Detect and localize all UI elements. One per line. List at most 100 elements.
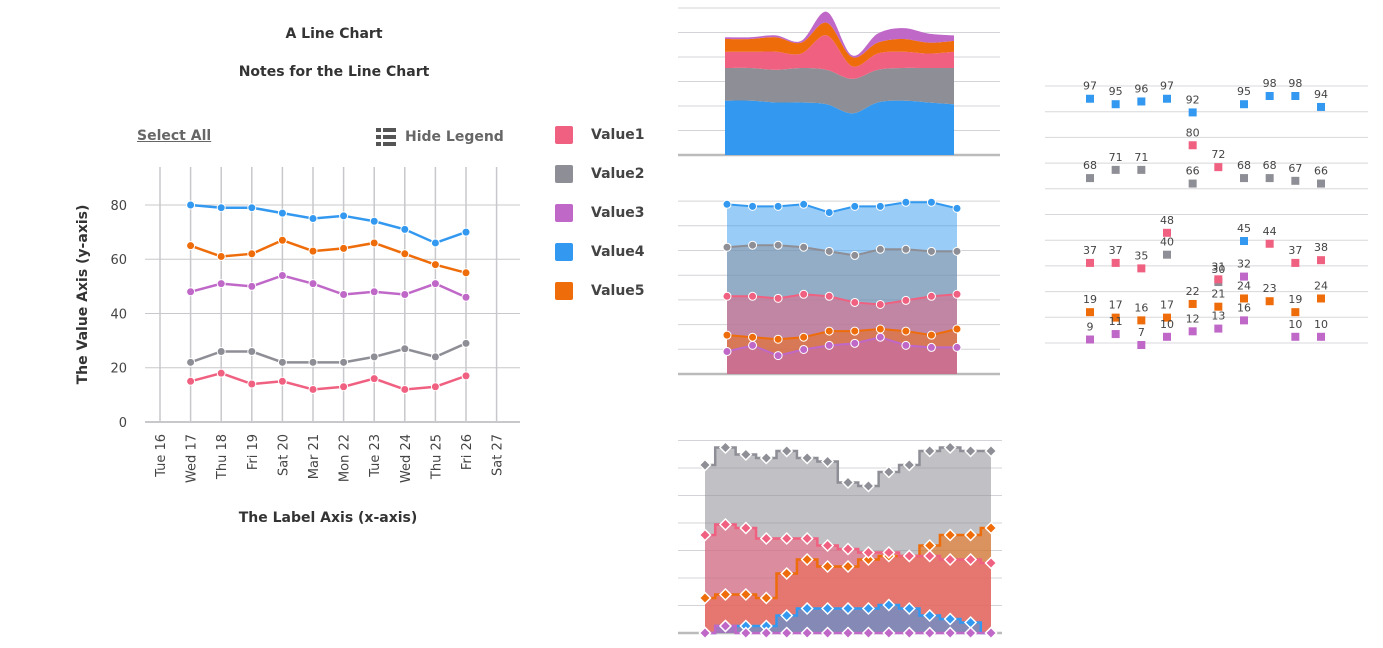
diamond-marker — [800, 451, 814, 465]
legend-item-value3[interactable]: Value3 — [555, 194, 645, 233]
data-point — [799, 332, 809, 342]
data-point — [926, 291, 936, 301]
data-point — [748, 332, 758, 342]
data-label: 92 — [1186, 93, 1200, 106]
data-point — [824, 340, 834, 350]
data-label: 66 — [1186, 165, 1200, 178]
data-label: 9 — [1087, 321, 1094, 334]
data-label: 17 — [1109, 299, 1123, 312]
data-point — [952, 342, 962, 352]
data-point — [722, 242, 732, 252]
data-label: 71 — [1109, 151, 1123, 164]
series-line-value3 — [190, 274, 467, 299]
legend-item-value5[interactable]: Value5 — [555, 271, 645, 310]
square-marker — [1086, 335, 1094, 344]
square-marker — [1317, 179, 1325, 188]
legend-label: Value2 — [591, 166, 645, 183]
hide-legend-button[interactable]: Hide Legend — [376, 127, 504, 147]
data-point — [875, 299, 885, 309]
data-label: 38 — [1314, 241, 1328, 254]
data-point — [824, 291, 834, 301]
data-point — [461, 268, 471, 278]
data-point — [799, 344, 809, 354]
legend-label: Value4 — [591, 243, 645, 260]
data-label: 10 — [1314, 318, 1328, 331]
x-tick-label: Fri 19 — [246, 434, 261, 470]
area-value4 — [725, 100, 954, 155]
data-point — [773, 334, 783, 344]
square-marker — [1188, 179, 1197, 188]
data-point — [339, 290, 349, 299]
data-point — [216, 252, 226, 262]
diamond-marker — [841, 542, 855, 556]
diamond-marker — [718, 587, 732, 602]
square-marker — [1240, 237, 1248, 246]
diamond-marker — [718, 440, 732, 455]
data-label: 37 — [1083, 244, 1097, 257]
data-point — [799, 289, 809, 299]
data-label: 80 — [1186, 126, 1200, 139]
list-icon — [376, 127, 396, 147]
x-tick-label: Tue 23 — [368, 434, 383, 478]
square-marker — [1163, 250, 1171, 259]
diamond-marker — [759, 591, 773, 605]
square-marker — [1214, 324, 1223, 333]
data-label: 10 — [1160, 318, 1174, 331]
data-point — [216, 203, 226, 213]
data-point — [186, 200, 196, 210]
series-line-value2 — [726, 244, 957, 257]
diamond-marker — [698, 591, 712, 605]
diamond-marker — [861, 626, 875, 640]
area-value1 — [725, 35, 954, 79]
data-label: 72 — [1211, 148, 1225, 161]
square-marker — [1291, 92, 1300, 100]
data-point — [216, 368, 226, 378]
area-value5 — [725, 22, 954, 67]
square-marker — [1317, 294, 1325, 303]
legend-item-value1[interactable]: Value1 — [555, 116, 645, 155]
data-point — [186, 376, 196, 386]
square-marker — [1163, 94, 1171, 103]
diamond-marker — [841, 475, 855, 490]
square-marker — [1086, 174, 1094, 183]
data-point — [901, 295, 911, 305]
area-value3 — [727, 337, 957, 374]
legend-label: Value5 — [591, 282, 645, 299]
square-marker — [1188, 327, 1197, 336]
data-label: 17 — [1160, 299, 1174, 312]
square-marker — [1240, 100, 1248, 109]
data-label: 16 — [1237, 301, 1251, 314]
diamond-marker — [800, 531, 814, 546]
x-tick-label: Wed 24 — [399, 434, 414, 483]
area-value1 — [705, 524, 991, 633]
data-point — [430, 279, 440, 289]
square-marker — [1265, 297, 1274, 306]
legend-item-value2[interactable]: Value2 — [555, 155, 645, 194]
data-point — [850, 326, 860, 336]
legend-item-value4[interactable]: Value4 — [555, 232, 645, 271]
data-point — [773, 201, 783, 211]
x-tick-label: Sat 20 — [276, 434, 291, 476]
diamond-marker — [902, 601, 916, 616]
diamond-marker — [923, 608, 937, 623]
x-tick-label: Thu 25 — [429, 434, 444, 480]
diamond-marker — [984, 626, 998, 640]
data-point — [430, 352, 440, 362]
data-label: 44 — [1263, 225, 1277, 238]
data-point — [952, 246, 962, 256]
data-point — [748, 240, 758, 250]
x-tick-label: Tue 16 — [154, 434, 169, 478]
data-point — [850, 338, 860, 348]
diamond-marker — [739, 447, 753, 462]
diamond-marker — [718, 517, 732, 532]
data-point — [824, 207, 834, 217]
data-point — [952, 203, 962, 213]
diamond-marker — [943, 440, 957, 455]
data-point — [277, 235, 287, 245]
diamond-marker — [698, 458, 712, 472]
data-point — [799, 242, 809, 252]
diamond-marker — [739, 626, 753, 640]
square-marker — [1163, 228, 1171, 237]
select-all-link[interactable]: Select All — [137, 128, 212, 144]
data-point — [824, 326, 834, 336]
